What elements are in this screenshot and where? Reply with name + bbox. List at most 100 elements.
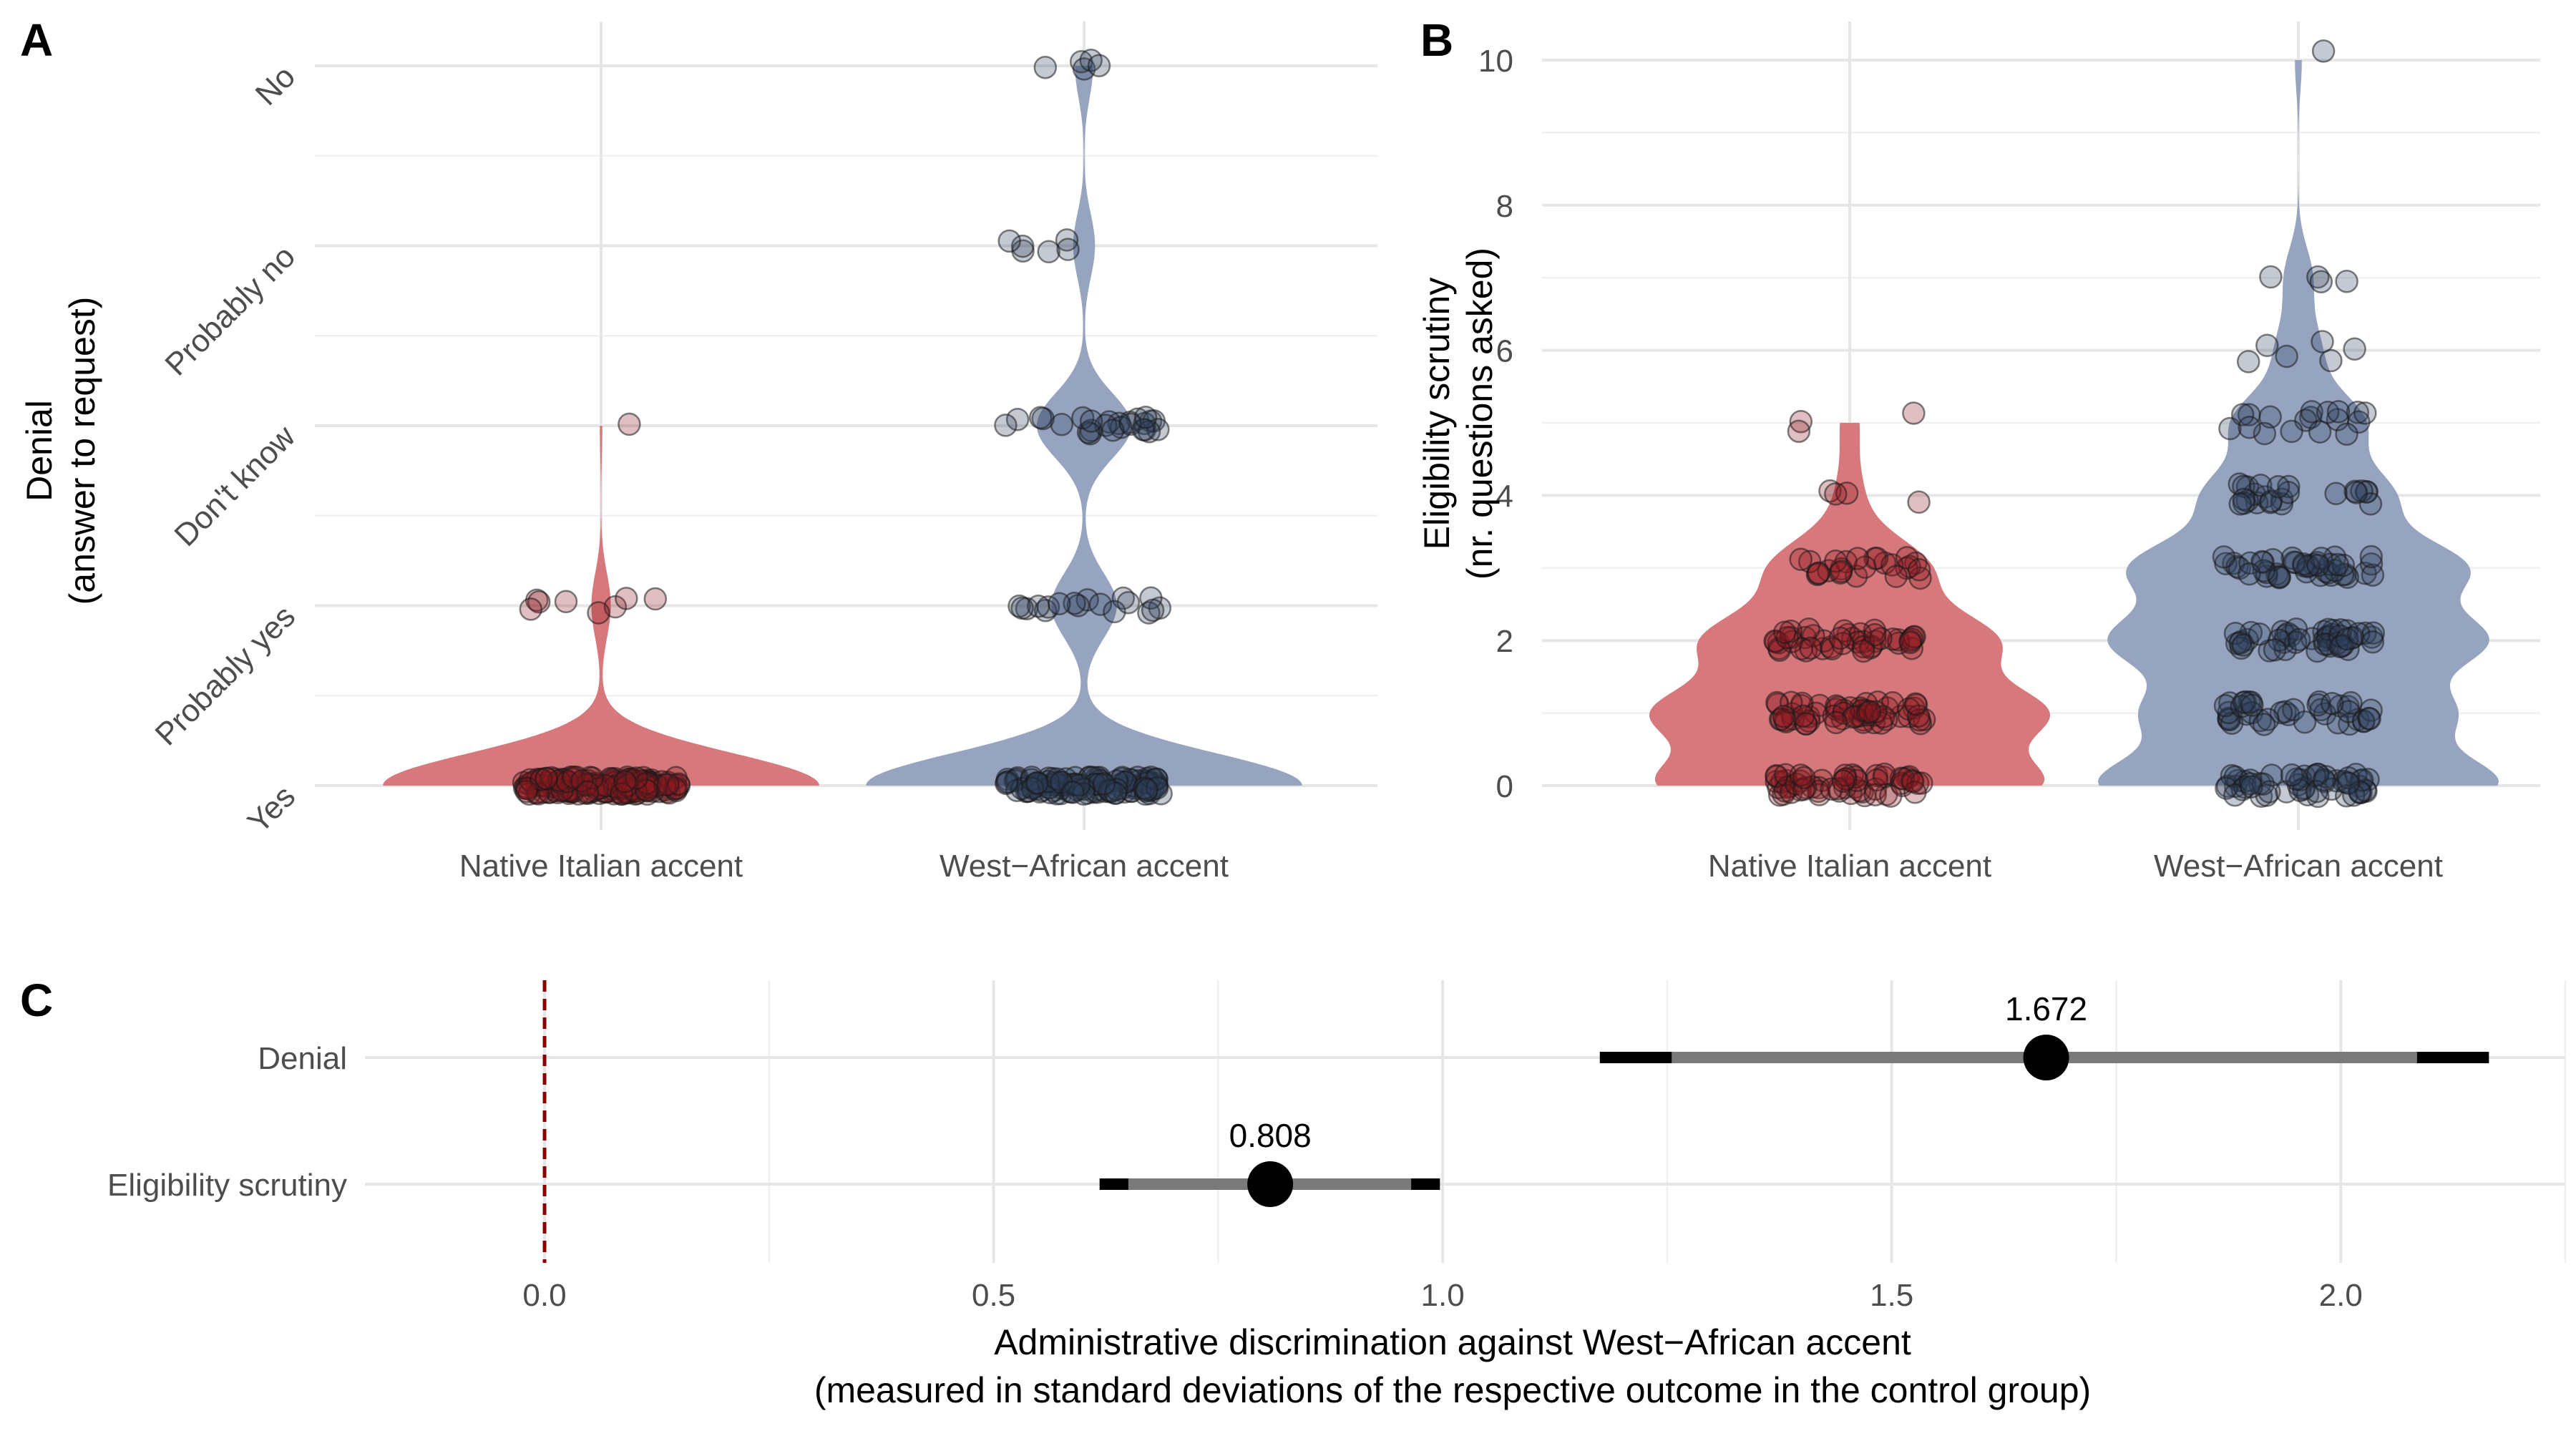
panelB-data-point [2287,627,2311,652]
panelB-data-point [1901,770,1925,793]
panelA-data-point [618,412,641,436]
panelB-data-point [2336,771,2361,795]
panelA-data-point [1087,54,1111,77]
panelB-data-point [1907,558,1931,582]
panel-b-y-axis-title-line1: Eligibility scrutiny [1417,278,1457,550]
panelB-data-point [2252,713,2276,736]
panelB-data-point [2335,627,2359,651]
panelB-data-point [2280,419,2303,444]
panelB-data-point [2361,563,2385,587]
panelB-data-point [2359,698,2383,722]
panelB-data-point [2248,622,2272,646]
panelA-x-tick-label: West−African accent [940,849,1229,884]
panelB-data-point [1824,482,1848,506]
panelA-data-point [1025,771,1050,795]
panelB-data-point [2255,333,2279,358]
panelB-data-point [2331,553,2356,577]
panel-c-grid [365,980,2567,1263]
panelA-data-point [570,769,594,793]
panelA-data-point [1141,598,1165,622]
panel-b-y-tick-label: 10 [1478,44,1513,79]
panelB-data-point [2306,554,2330,577]
panelB-data-point [1902,401,1926,425]
panel-b-points [1763,39,2386,809]
panelB-data-point [2213,693,2238,718]
panel-a-y-axis-title-line1: Denial [19,400,59,502]
panelB-data-point [2249,474,2273,497]
panel-a-y-tick-label: Probably yes [149,599,303,753]
panelB-data-point [1828,626,1853,650]
panel-c-point-estimate [1247,1161,1294,1207]
panelA-data-point [1135,778,1158,801]
panelA-data-point [519,597,543,621]
panelB-data-point [1851,639,1875,663]
panel-b-x-tick-labels: Native Italian accent West−African accent [1708,849,2443,884]
panelB-data-point [2361,630,2385,654]
panel-a-points [512,48,1173,806]
panelA-data-point [994,414,1018,437]
panelA-data-point [1055,228,1079,252]
panelB-data-point [2326,400,2351,424]
panelB-x-tick-label: West−African accent [2154,849,2443,884]
panelA-data-point [1010,596,1034,620]
panelA-data-point [1088,592,1113,616]
panelA-data-point [1079,409,1103,433]
panelA-data-point [1116,590,1141,615]
panelB-data-point [1884,565,1908,588]
panelB-data-point [1792,766,1816,789]
panelB-data-point [1820,777,1843,801]
panel-a-y-tick-label: Don't know [167,419,302,553]
panelB-data-point [1799,636,1823,660]
panelB-data-point [1829,560,1853,583]
panelB-data-point [2344,481,2368,504]
panelB-data-point [1831,769,1855,793]
panelB-data-point [2343,337,2366,361]
panelB-data-point [2259,265,2283,289]
panelA-data-point [1103,600,1126,624]
panelB-data-point [2316,617,2341,641]
panelA-x-tick-label: Native Italian accent [459,849,743,884]
panel-c-x-tick-label: 1.5 [1870,1278,1913,1313]
panelB-data-point [1879,784,1903,808]
panel-c-x-tick-label: 0.5 [972,1278,1015,1313]
panelB-data-point [1772,705,1796,728]
panel-b-y-tick-label: 2 [1496,624,1513,659]
panelB-data-point [2359,544,2384,569]
panelA-data-point [1010,234,1035,258]
panelB-data-point [1907,490,1931,514]
panel-a-letter: A [20,14,53,66]
panel-c-x-tick-label: 0.0 [522,1278,566,1313]
panel-b-letter: B [1420,14,1453,66]
panelA-data-point [613,770,637,793]
panel-c-x-tick-label: 2.0 [2319,1278,2363,1313]
panel-a-y-tick-labels: Yes Probably yes Don't know Probably no No [149,59,303,839]
panelA-data-point [1103,781,1128,806]
panel-c-y-tick-label: Denial [258,1041,347,1076]
panel-c-y-tick-label: Eligibility scrutiny [107,1168,347,1203]
panelA-data-point [1028,406,1053,429]
panelB-data-point [2252,559,2276,582]
panelA-data-point [1092,772,1116,796]
panelB-data-point [2238,562,2261,586]
panelA-data-point [1133,406,1158,429]
panelB-data-point [1792,777,1816,801]
panelB-data-point [1789,547,1813,571]
panelB-data-point [2311,39,2336,63]
panelB-data-point [2240,775,2263,798]
panelA-data-point [1033,598,1058,622]
panelB-data-point [2258,780,2281,804]
panelA-data-point [1048,592,1071,616]
panelA-data-point [554,590,578,614]
panelB-data-point [2232,474,2255,498]
panel-a-grid [315,21,1377,830]
panelB-data-point [2324,482,2348,506]
panelB-data-point [2240,693,2264,717]
panelA-data-point [535,766,558,791]
panelA-data-point [1005,407,1030,431]
panel-c-x-axis-title-line2: (measured in standard deviations of the … [814,1370,2091,1410]
panel-c-x-tick-labels: 0.0 0.5 1.0 1.5 2.0 [522,1278,2362,1313]
panelB-data-point [2321,692,2344,716]
panelB-data-point [2263,638,2287,662]
panel-b-y-tick-label: 4 [1496,479,1513,514]
panelB-data-point [2358,707,2381,731]
